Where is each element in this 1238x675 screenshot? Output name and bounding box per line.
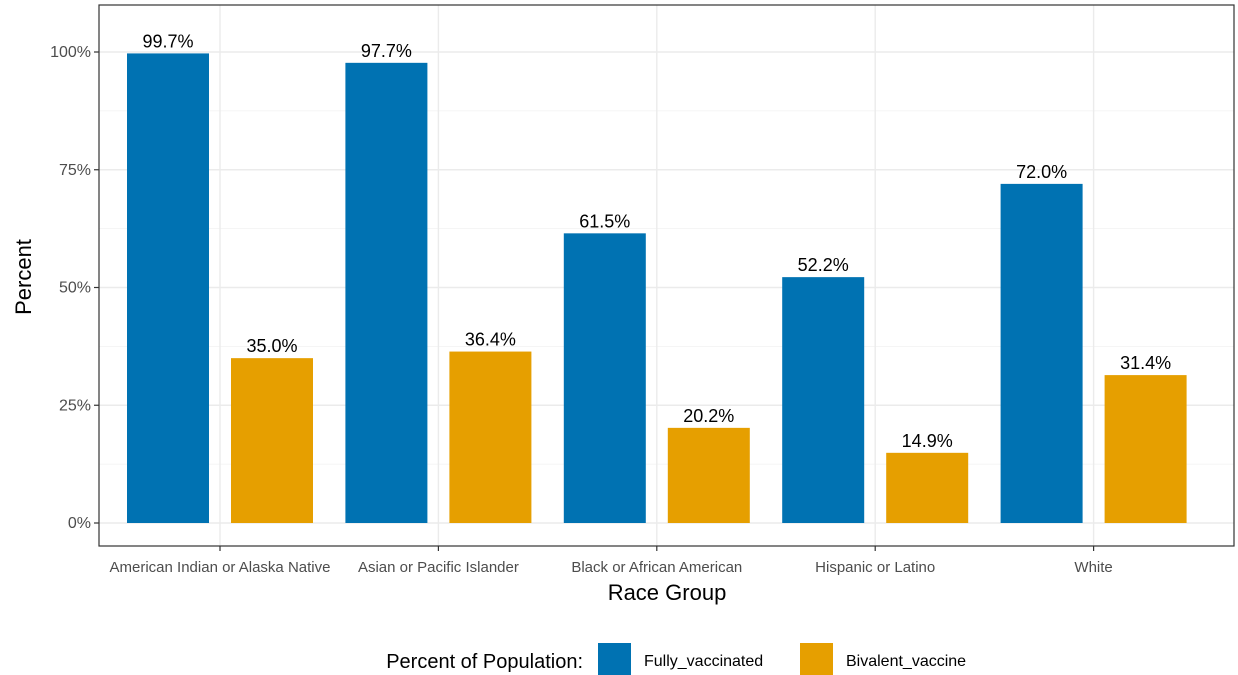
legend-label: Bivalent_vaccine	[846, 653, 966, 670]
y-axis: 0% 25% 50% 75% 100%	[50, 44, 99, 532]
y-tick-label: 100%	[50, 44, 91, 61]
bar-labels-group: 99.7% 97.7% 61.5% 52.2% 72.0% 35.0% 36.4% 20.2%…	[142, 31, 1171, 450]
bar-Bivalent_vaccine	[231, 358, 313, 523]
bar-value-label: 14.9%	[902, 431, 953, 451]
bar-Fully_vaccinated	[563, 233, 646, 523]
bar-Fully_vaccinated	[345, 62, 428, 523]
y-tick-label: 25%	[59, 397, 91, 414]
bar-value-label: 52.2%	[798, 255, 849, 275]
bar-value-label: 31.4%	[1120, 353, 1171, 373]
y-tick-label: 0%	[68, 515, 91, 532]
bar-Bivalent_vaccine	[1104, 375, 1187, 523]
legend-title: Percent of Population:	[386, 651, 583, 673]
bars-group	[127, 53, 1187, 524]
legend-swatch-Bivalent_vaccine	[800, 643, 833, 675]
y-axis-title: Percent	[11, 239, 36, 315]
bar-Bivalent_vaccine	[886, 452, 969, 523]
legend: Percent of Population: Fully_vaccinated B…	[386, 643, 966, 675]
x-tick-label: Hispanic or Latino	[815, 559, 935, 576]
legend-label: Fully_vaccinated	[644, 653, 763, 670]
y-tick-label: 50%	[59, 280, 91, 297]
bar-value-label: 97.7%	[361, 41, 412, 61]
bar-value-label: 20.2%	[683, 406, 734, 426]
bar-value-label: 99.7%	[142, 31, 193, 51]
bar-Bivalent_vaccine	[449, 351, 532, 523]
legend-swatch-Fully_vaccinated	[598, 643, 631, 675]
bar-value-label: 61.5%	[579, 211, 630, 231]
bar-Fully_vaccinated	[1000, 183, 1083, 523]
plot-panel-border	[98, 4, 1235, 547]
x-tick-label: White	[1074, 559, 1112, 576]
x-axis-title: Race Group	[608, 580, 727, 605]
bar-Fully_vaccinated	[782, 277, 865, 523]
y-tick-label: 75%	[59, 162, 91, 179]
bar-value-label: 36.4%	[465, 330, 516, 350]
x-tick-label: Black or African American	[571, 559, 742, 576]
x-axis: American Indian or Alaska Native Asian or…	[110, 546, 1113, 576]
bar-Fully_vaccinated	[127, 53, 209, 524]
bar-value-label: 72.0%	[1016, 162, 1067, 182]
x-tick-label: American Indian or Alaska Native	[110, 559, 331, 576]
bar-Bivalent_vaccine	[667, 427, 750, 523]
x-tick-label: Asian or Pacific Islander	[358, 559, 519, 576]
bar-value-label: 35.0%	[246, 336, 297, 356]
